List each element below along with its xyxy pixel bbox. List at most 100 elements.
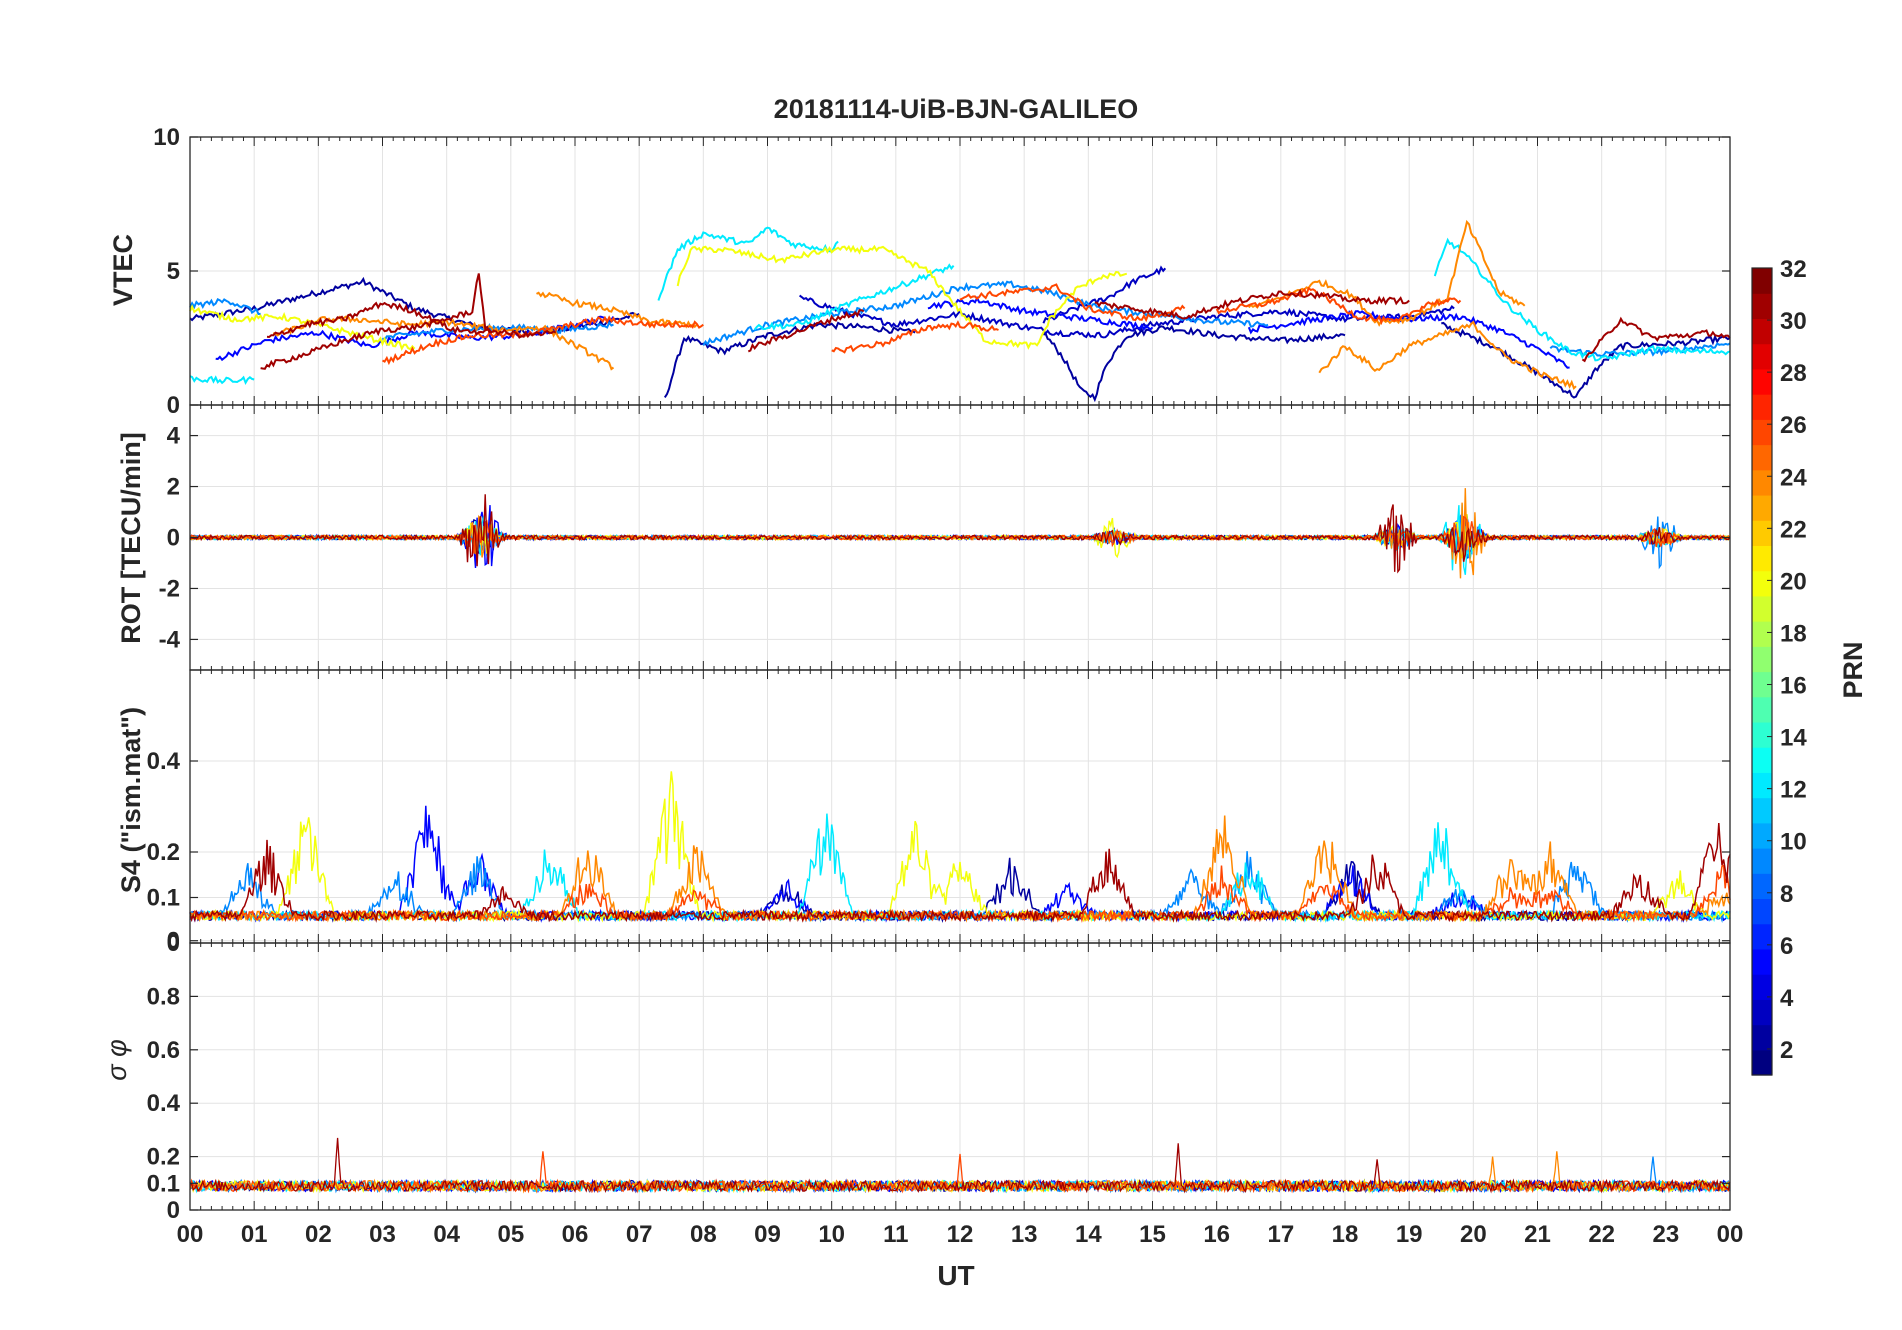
vtec-series-prn-12 — [1433, 237, 1731, 362]
colorbar-band — [1752, 318, 1772, 345]
sigma-series-prn-26 — [189, 1151, 1731, 1194]
x-tick-label: 08 — [690, 1221, 717, 1248]
colorbar-tick-label: 8 — [1780, 881, 1793, 908]
x-tick-label: 21 — [1524, 1221, 1551, 1248]
x-tick-label: 13 — [1011, 1221, 1038, 1248]
colorbar-band — [1752, 696, 1772, 723]
y-label-rot: ROT [TECU/min] — [116, 432, 146, 643]
vtec-series-prn-9 — [1549, 342, 1731, 358]
colorbar-tick-label: 24 — [1780, 464, 1807, 491]
colorbar-band — [1752, 394, 1772, 420]
colorbar-tick-label: 22 — [1780, 516, 1807, 543]
x-tick-label: 02 — [305, 1221, 332, 1248]
colorbar-band — [1752, 293, 1772, 320]
colorbar-band — [1752, 948, 1772, 975]
y-tick-label-vtec: 5 — [167, 258, 180, 285]
y-tick-label-sigma: 0 — [167, 1197, 180, 1224]
x-tick-label: 00 — [177, 1221, 204, 1248]
x-tick-label: 06 — [562, 1221, 589, 1248]
x-tick-label: 04 — [433, 1221, 460, 1248]
y-tick-label-s4: 0.1 — [147, 885, 180, 912]
colorbar-band — [1752, 1024, 1772, 1051]
y-tick-label-sigma: 0.2 — [147, 1144, 180, 1171]
vtec-series-prn-12 — [189, 375, 255, 385]
x-tick-label: 18 — [1332, 1221, 1359, 1248]
x-tick-label: 11 — [883, 1221, 908, 1248]
vtec-series-prn-31 — [266, 301, 493, 339]
colorbar-tick-label: 26 — [1780, 412, 1807, 439]
vtec-series-prn-31 — [260, 273, 557, 370]
s4-series-prn-31 — [189, 822, 1731, 923]
rot-series-prn-31 — [189, 494, 1731, 574]
colorbar-tick-label: 6 — [1780, 933, 1793, 960]
vtec-series-prn-12 — [657, 226, 839, 301]
colorbar-frame — [1751, 267, 1773, 1076]
x-tick-label: 00 — [1717, 1221, 1744, 1248]
colorbar-tick-label: 10 — [1780, 829, 1807, 856]
colorbar-band — [1752, 671, 1772, 698]
x-tick-label: 15 — [1139, 1221, 1166, 1248]
colorbar-band — [1752, 848, 1772, 874]
vtec-series-prn-26 — [831, 320, 999, 354]
y-tick-label-vtec: 10 — [153, 124, 180, 151]
colorbar-band — [1752, 898, 1772, 925]
colorbar-band — [1752, 646, 1772, 673]
vtec-series-prn-9 — [189, 297, 261, 316]
x-tick-label: 23 — [1652, 1221, 1679, 1248]
vtec-series-prn-31 — [1581, 316, 1731, 363]
colorbar-band — [1752, 822, 1772, 849]
colorbar-band — [1752, 368, 1772, 395]
colorbar-band — [1752, 520, 1772, 547]
colorbar-tick-label: 30 — [1780, 308, 1807, 335]
colorbar-band — [1752, 595, 1772, 622]
colorbar-tick-label: 12 — [1780, 777, 1807, 804]
y-label-s4: S4 ("ism.mat") — [116, 707, 146, 893]
vtec-series-prn-12 — [753, 263, 955, 331]
colorbar-tick-label: 16 — [1780, 673, 1807, 700]
colorbar-band — [1752, 444, 1772, 471]
x-tick-label: 05 — [497, 1221, 524, 1248]
x-tick-label: 03 — [369, 1221, 396, 1248]
x-tick-label: 22 — [1588, 1221, 1615, 1248]
y-label-sigma: σ φ — [102, 1039, 132, 1080]
colorbar-tick-label: 14 — [1780, 725, 1807, 752]
vtec-series-prn-31 — [1094, 288, 1410, 320]
y-tick-label-sigma: 0.4 — [147, 1090, 181, 1117]
vtec-series-prn-3 — [1042, 265, 1167, 324]
colorbar-tick-label: 32 — [1780, 256, 1807, 283]
panel-frame-sigma — [189, 942, 1731, 1211]
vtec-series-prn-26 — [382, 315, 704, 366]
x-tick-label: 16 — [1203, 1221, 1230, 1248]
vtec-series-prn-2 — [1441, 321, 1731, 399]
y-tick-label-rot: 4 — [167, 423, 181, 450]
y-tick-label-s4: 0.2 — [147, 839, 180, 866]
colorbar-band — [1752, 797, 1772, 824]
colorbar-band — [1752, 570, 1772, 597]
y-tick-label-sigma: 0.6 — [147, 1037, 180, 1064]
colorbar-tick-label: 4 — [1780, 985, 1794, 1012]
colorbar-tick-label: 20 — [1780, 568, 1807, 595]
vtec-series-prn-26 — [1215, 286, 1462, 326]
colorbar-band — [1752, 873, 1772, 900]
y-tick-label-rot: 2 — [167, 474, 180, 501]
colorbar-band — [1752, 494, 1772, 521]
colorbar-band — [1752, 721, 1772, 748]
colorbar-band — [1752, 545, 1772, 572]
y-tick-label-rot: -4 — [159, 626, 181, 653]
colorbar-tick-label: 28 — [1780, 360, 1807, 387]
x-tick-label: 09 — [754, 1221, 781, 1248]
colorbar-band — [1752, 343, 1772, 370]
x-tick-label: 07 — [626, 1221, 653, 1248]
vtec-series-prn-20 — [189, 304, 416, 352]
y-tick-label-sigma: 0.1 — [147, 1170, 180, 1197]
vtec-series-prn-24 — [536, 291, 698, 329]
colorbar-band — [1752, 923, 1772, 950]
colorbar-tick-label: 2 — [1780, 1037, 1793, 1064]
colorbar-band — [1752, 469, 1772, 496]
vtec-series-prn-24 — [1248, 219, 1526, 327]
x-tick-label: 14 — [1075, 1221, 1102, 1248]
y-tick-label-rot: 0 — [167, 525, 180, 552]
vtec-series-prn-24 — [1318, 320, 1577, 390]
